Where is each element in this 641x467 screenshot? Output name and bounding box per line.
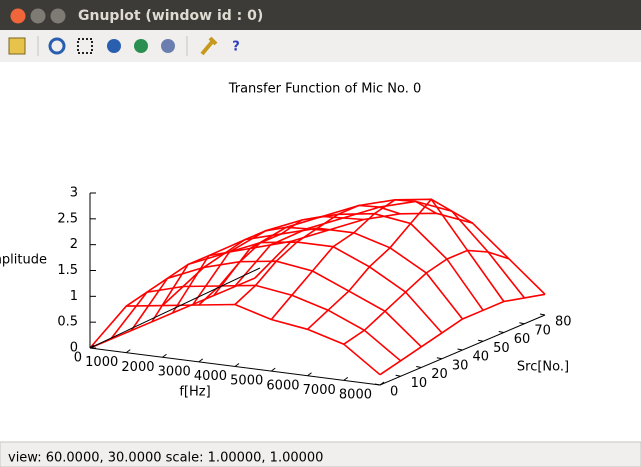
z-tick-label: 1 (70, 289, 78, 304)
chart-title: Transfer Function of Mic No. 0 (228, 82, 422, 97)
x-tick-label: 0 (74, 351, 82, 366)
x-tick-label: 4000 (194, 369, 227, 384)
x-tick (343, 376, 349, 381)
x-tick-label: 2000 (121, 360, 154, 375)
y-tick (519, 322, 525, 325)
surface-column (161, 226, 328, 307)
z-tick-label: 2 (70, 237, 78, 252)
y-tick-label: 10 (411, 376, 428, 391)
y-tick-label: 30 (452, 358, 469, 373)
x-tick-label: 5000 (230, 374, 263, 389)
surface-column (343, 249, 510, 345)
z-tick-label: 1.5 (57, 263, 78, 278)
y-tick-label: 0 (390, 385, 398, 400)
plot-area (0, 62, 641, 442)
x-axis-label: f[Hz] (179, 385, 210, 400)
y-tick-label: 20 (431, 367, 448, 382)
close-button[interactable] (10, 8, 26, 24)
z-tick-label: 3 (70, 186, 78, 201)
surface-column (306, 198, 473, 330)
surface-column (198, 215, 364, 306)
y-tick (395, 374, 401, 377)
x-tick (270, 367, 276, 372)
y-tick (539, 313, 546, 316)
x-tick (198, 358, 204, 363)
y-tick (374, 383, 381, 386)
export-button[interactable] (8, 37, 26, 55)
diagonal-line (89, 267, 261, 349)
maximize-button[interactable] (50, 8, 66, 24)
y-tick (478, 339, 484, 342)
x-tick (89, 344, 95, 349)
x-tick (125, 349, 131, 354)
surface-column (270, 198, 437, 321)
y-tick (416, 366, 422, 368)
y-tick-label: 80 (555, 315, 572, 330)
zoom-unzoom-button[interactable] (161, 39, 175, 53)
window-title: Gnuplot (window id : 0) (78, 8, 263, 24)
surface-column (379, 293, 546, 376)
x-tick-label: 6000 (266, 378, 299, 393)
y-tick (436, 357, 442, 360)
y-tick-label: 50 (493, 341, 510, 356)
x-tick (379, 381, 385, 386)
surface-column (89, 277, 256, 349)
toolbar (0, 30, 641, 62)
grid-button[interactable] (77, 38, 93, 54)
status-bar (0, 441, 641, 467)
replot-button[interactable] (48, 37, 66, 55)
x-tick-label: 8000 (339, 388, 372, 403)
z-tick-label: 2.5 (57, 211, 78, 226)
x-tick (162, 353, 167, 358)
surface-column (234, 204, 401, 306)
surface (89, 198, 546, 376)
y-tick-label: 70 (534, 323, 551, 338)
y-tick (498, 331, 504, 333)
x-tick (234, 363, 240, 367)
zoom-next-button[interactable] (134, 39, 148, 53)
config-button[interactable] (200, 36, 218, 56)
x-tick-label: 1000 (85, 355, 118, 370)
y-axis-label: Src[No.] (517, 360, 569, 375)
zoom-prev-button[interactable] (107, 39, 121, 53)
z-axis-label: Amplitude (0, 253, 47, 268)
z-tick-label: 0 (70, 341, 78, 356)
status-text: view: 60.0000, 30.0000 scale: 1.00000, 1… (8, 451, 323, 466)
z-tick-label: 0.5 (57, 315, 78, 330)
x-tick-label: 3000 (158, 364, 191, 379)
y-tick-label: 40 (473, 350, 490, 365)
title-bar (0, 0, 641, 30)
help-button[interactable]: ? (232, 40, 240, 55)
surface-column (125, 240, 292, 307)
y-tick (457, 348, 463, 351)
x-tick (307, 372, 312, 377)
y-tick-label: 60 (514, 332, 531, 347)
x-tick-label: 7000 (303, 383, 336, 398)
minimize-button[interactable] (30, 8, 46, 24)
